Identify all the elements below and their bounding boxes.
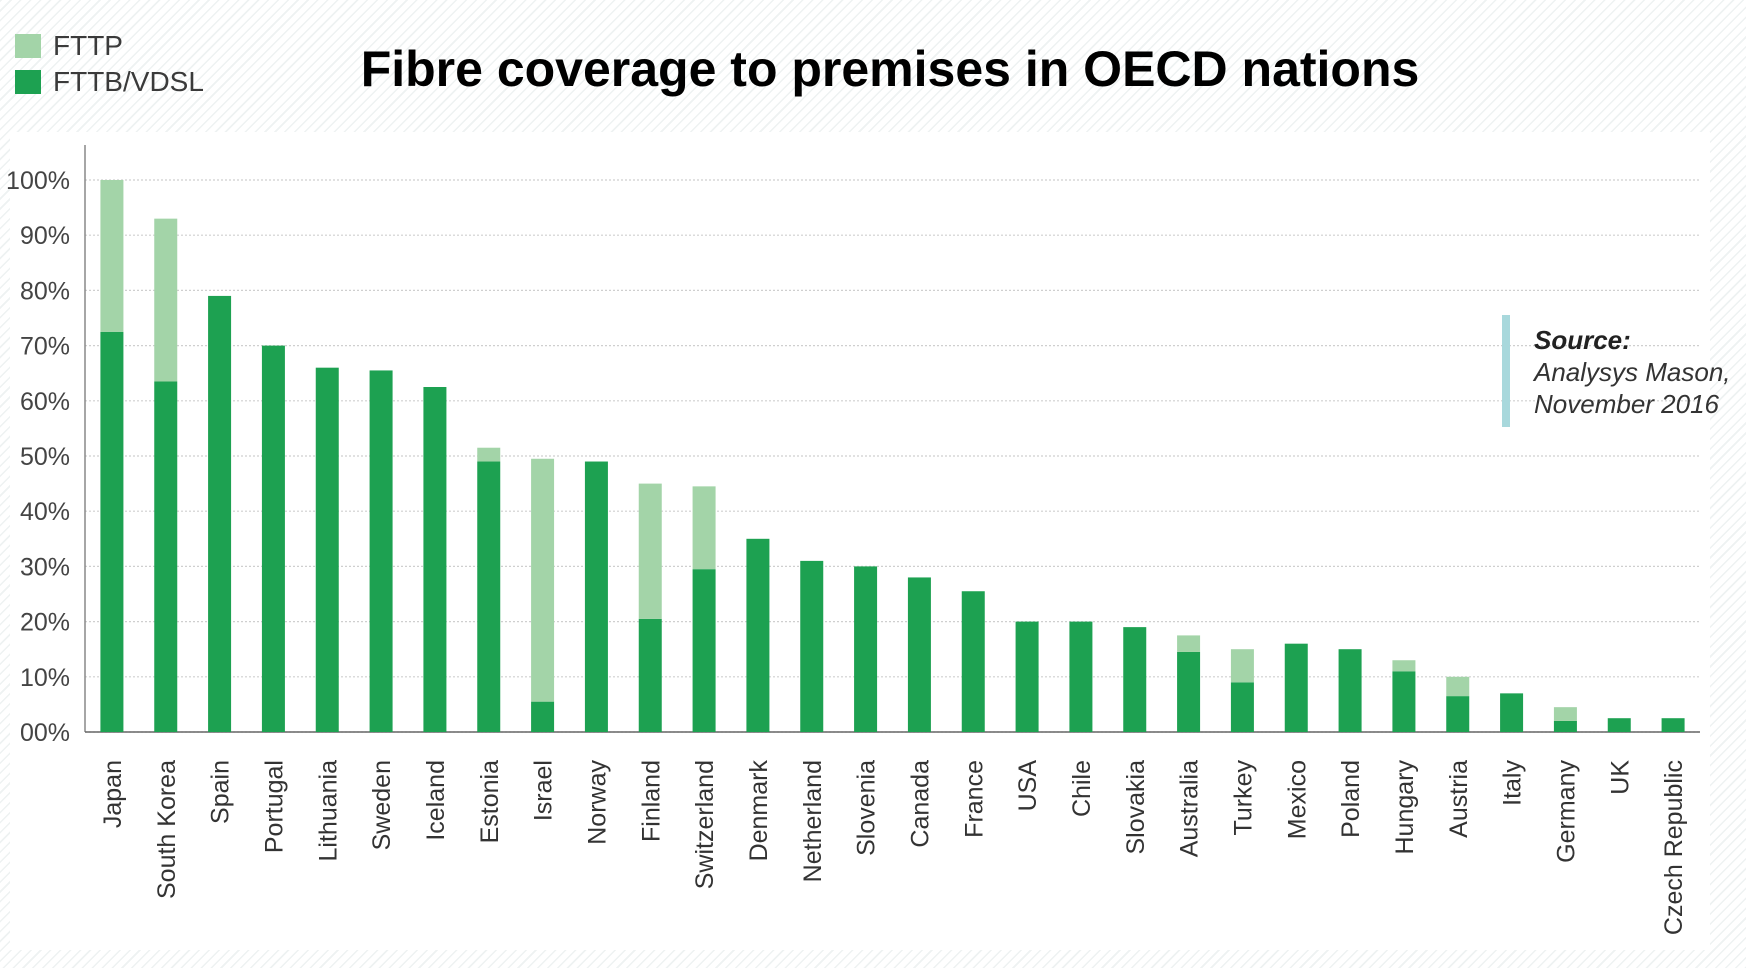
x-tick-label: Sweden	[368, 760, 396, 850]
x-tick-label: South Korea	[153, 760, 181, 899]
y-tick-label: 80%	[20, 277, 70, 305]
bar-segment-fttb-vdsl	[692, 569, 716, 732]
plot-panel	[10, 132, 1710, 950]
y-tick-label: 100%	[6, 167, 70, 195]
bar-segment-fttb-vdsl	[1500, 693, 1524, 732]
legend-swatch-fttp	[15, 34, 41, 58]
x-tick-label: Austria	[1445, 760, 1473, 838]
bar-segment-fttb-vdsl	[369, 370, 393, 732]
x-tick-label: Mexico	[1283, 760, 1311, 839]
y-tick-label: 00%	[20, 719, 70, 747]
bar-segment-fttp	[154, 218, 178, 382]
bar-segment-fttb-vdsl	[746, 538, 770, 732]
bar-segment-fttp	[1446, 676, 1470, 697]
legend-item-fttb-vdsl: FTTB/VDSL	[15, 66, 204, 98]
x-tick-label: Portugal	[260, 760, 288, 853]
bar-segment-fttp	[692, 486, 716, 570]
y-tick-label: 50%	[20, 443, 70, 471]
chart-title: Fibre coverage to premises in OECD natio…	[360, 41, 1420, 97]
bar-segment-fttb-vdsl	[1069, 621, 1093, 732]
bar-segment-fttb-vdsl	[315, 367, 339, 732]
bar-segment-fttb-vdsl	[1230, 682, 1254, 732]
x-tick-label: Iceland	[422, 760, 450, 841]
bar-segment-fttb-vdsl	[800, 560, 824, 732]
x-tick-label: Finland	[637, 760, 665, 842]
source-line: November 2016	[1534, 389, 1719, 419]
legend-label-fttp: FTTP	[53, 30, 123, 61]
x-tick-label: Switzerland	[691, 760, 719, 889]
x-tick-label: Italy	[1499, 760, 1527, 806]
bar-segment-fttp	[1553, 707, 1577, 721]
bar-segment-fttb-vdsl	[1177, 651, 1201, 732]
y-tick-label: 60%	[20, 388, 70, 416]
x-tick-label: Czech Republic	[1660, 760, 1688, 935]
y-tick-label: 20%	[20, 609, 70, 637]
bar-segment-fttb-vdsl	[907, 577, 931, 732]
x-tick-label: Netherland	[799, 760, 827, 882]
x-tick-label: UK	[1606, 760, 1634, 795]
bar-segment-fttb-vdsl	[854, 566, 878, 732]
bar-segment-fttb-vdsl	[154, 381, 178, 732]
x-tick-label: Poland	[1337, 760, 1365, 838]
source-note: Source: Analysys Mason, November 2016	[1502, 315, 1731, 427]
x-tick-label: Spain	[207, 760, 235, 824]
x-tick-label: France	[960, 760, 988, 838]
y-tick-label: 40%	[20, 498, 70, 526]
bar-segment-fttb-vdsl	[638, 618, 662, 732]
bar-segment-fttb-vdsl	[961, 591, 985, 732]
bar-segment-fttp	[531, 458, 555, 702]
x-tick-label: Australia	[1176, 760, 1204, 857]
y-tick-label: 10%	[20, 664, 70, 692]
x-tick-label: Lithuania	[314, 760, 342, 862]
x-tick-label: Slovakia	[1122, 760, 1150, 855]
legend-label-fttb-vdsl: FTTB/VDSL	[53, 66, 204, 97]
legend-swatch-fttb-vdsl	[15, 70, 41, 94]
y-tick-label: 30%	[20, 553, 70, 581]
y-tick-label: 90%	[20, 222, 70, 250]
bar-segment-fttb-vdsl	[1553, 720, 1577, 732]
bar-segment-fttb-vdsl	[1015, 621, 1039, 732]
bar-segment-fttb-vdsl	[208, 295, 232, 732]
bar-segment-fttp	[638, 483, 662, 619]
x-tick-label: Estonia	[476, 760, 504, 843]
bar-segment-fttb-vdsl	[423, 387, 447, 732]
x-tick-label: Turkey	[1229, 760, 1257, 836]
bar-segment-fttb-vdsl	[584, 461, 608, 732]
bar-segment-fttb-vdsl	[1338, 649, 1362, 732]
bar-segment-fttb-vdsl	[1607, 718, 1631, 732]
bar-segment-fttp	[1177, 635, 1201, 652]
bar-segment-fttb-vdsl	[1392, 671, 1416, 732]
x-tick-label: Norway	[583, 760, 611, 845]
bar-segment-fttp	[1230, 649, 1254, 683]
x-tick-label: Germany	[1552, 760, 1580, 863]
bar-segment-fttb-vdsl	[477, 461, 501, 732]
bar-segment-fttb-vdsl	[261, 345, 285, 732]
source-accent-bar	[1502, 315, 1510, 427]
bar-segment-fttp	[1392, 660, 1416, 672]
x-tick-label: Canada	[906, 760, 934, 848]
bar-segment-fttb-vdsl	[1661, 718, 1685, 732]
y-tick-label: 70%	[20, 333, 70, 361]
x-tick-label: Denmark	[745, 760, 773, 862]
bar-segment-fttb-vdsl	[100, 331, 124, 732]
bar-segment-fttb-vdsl	[1123, 627, 1147, 732]
legend-item-fttp: FTTP	[15, 30, 123, 62]
source-heading: Source:	[1534, 325, 1631, 355]
x-tick-label: Japan	[99, 760, 127, 828]
bar-segment-fttb-vdsl	[1284, 643, 1308, 732]
source-line: Analysys Mason,	[1534, 357, 1731, 387]
bar-segment-fttp	[477, 447, 501, 462]
bar-segment-fttb-vdsl	[1446, 696, 1470, 732]
x-tick-label: Slovenia	[853, 760, 881, 856]
x-tick-label: Hungary	[1391, 760, 1419, 855]
bar-segment-fttp	[100, 180, 124, 332]
x-tick-label: USA	[1014, 760, 1042, 812]
x-tick-label: Chile	[1068, 760, 1096, 817]
x-tick-label: Israel	[530, 760, 558, 821]
bar-segment-fttb-vdsl	[531, 701, 555, 732]
